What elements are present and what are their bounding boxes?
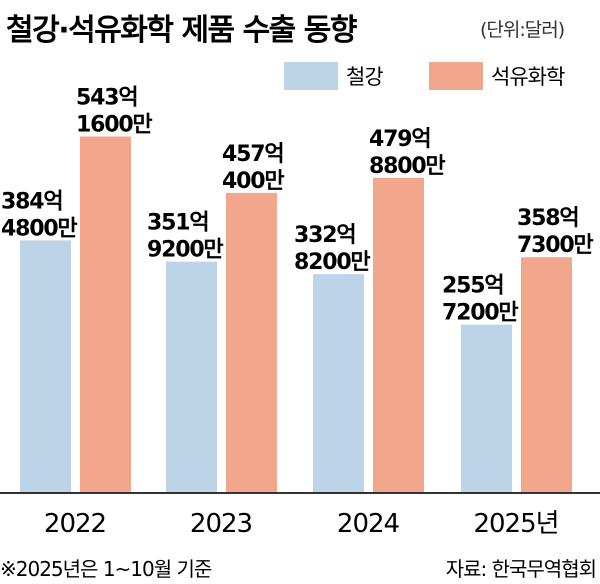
source-note: 자료: 한국무역협회 xyxy=(446,557,596,581)
bar-steel-2023 xyxy=(166,261,217,492)
data-label-petrochem-2025년-line2: 7300만 xyxy=(517,233,593,258)
bar-steel-2022 xyxy=(20,240,71,492)
legend-label-steel: 철강 xyxy=(346,65,383,89)
legend-swatch-petrochem xyxy=(429,62,483,90)
legend-swatch-steel xyxy=(284,62,338,90)
data-label-steel-2023-line1: 351억 xyxy=(147,211,208,236)
chart-title: 철강·석유화학 제품 수출 동향 xyxy=(6,13,357,48)
legend-label-petrochem: 석유화학 xyxy=(491,65,565,89)
data-label-petrochem-2025년-line1: 358억 xyxy=(517,206,578,231)
footnote: ※2025년은 1~10월 기준 xyxy=(0,557,212,581)
unit-label: (단위:달러) xyxy=(480,19,564,41)
bar-petrochem-2024 xyxy=(373,177,424,493)
data-label-steel-2025년-line2: 7200만 xyxy=(442,301,518,326)
x-tick-2022: 2022 xyxy=(44,509,106,539)
bar-petrochem-2023 xyxy=(226,192,277,493)
data-label-petrochem-2024-line1: 479억 xyxy=(369,127,430,152)
x-tick-2023: 2023 xyxy=(190,509,252,539)
legend: 철강 석유화학 xyxy=(284,62,566,90)
data-label-petrochem-2023-line1: 457억 xyxy=(222,142,283,167)
data-label-steel-2024-line1: 332억 xyxy=(294,223,355,248)
data-label-steel-2025년-line1: 255억 xyxy=(442,274,503,299)
data-label-steel-2022-line2: 4800만 xyxy=(1,216,77,241)
bar-steel-2024 xyxy=(313,274,364,492)
bar-petrochem-2025년 xyxy=(521,257,572,492)
x-tick-2024: 2024 xyxy=(337,509,400,539)
data-label-petrochem-2023-line2: 400만 xyxy=(222,169,284,194)
data-label-petrochem-2024-line2: 8800만 xyxy=(369,154,445,179)
bar-steel-2025년 xyxy=(461,324,512,492)
data-label-steel-2024-line2: 8200만 xyxy=(294,250,370,275)
data-label-steel-2023-line2: 9200만 xyxy=(147,238,223,263)
data-label-petrochem-2022-line1: 543억 xyxy=(76,86,137,111)
x-tick-2025년: 2025년 xyxy=(473,509,558,539)
data-label-steel-2022-line1: 384억 xyxy=(1,189,62,214)
data-label-petrochem-2022-line2: 1600만 xyxy=(76,113,152,138)
bar-petrochem-2022 xyxy=(80,136,131,493)
